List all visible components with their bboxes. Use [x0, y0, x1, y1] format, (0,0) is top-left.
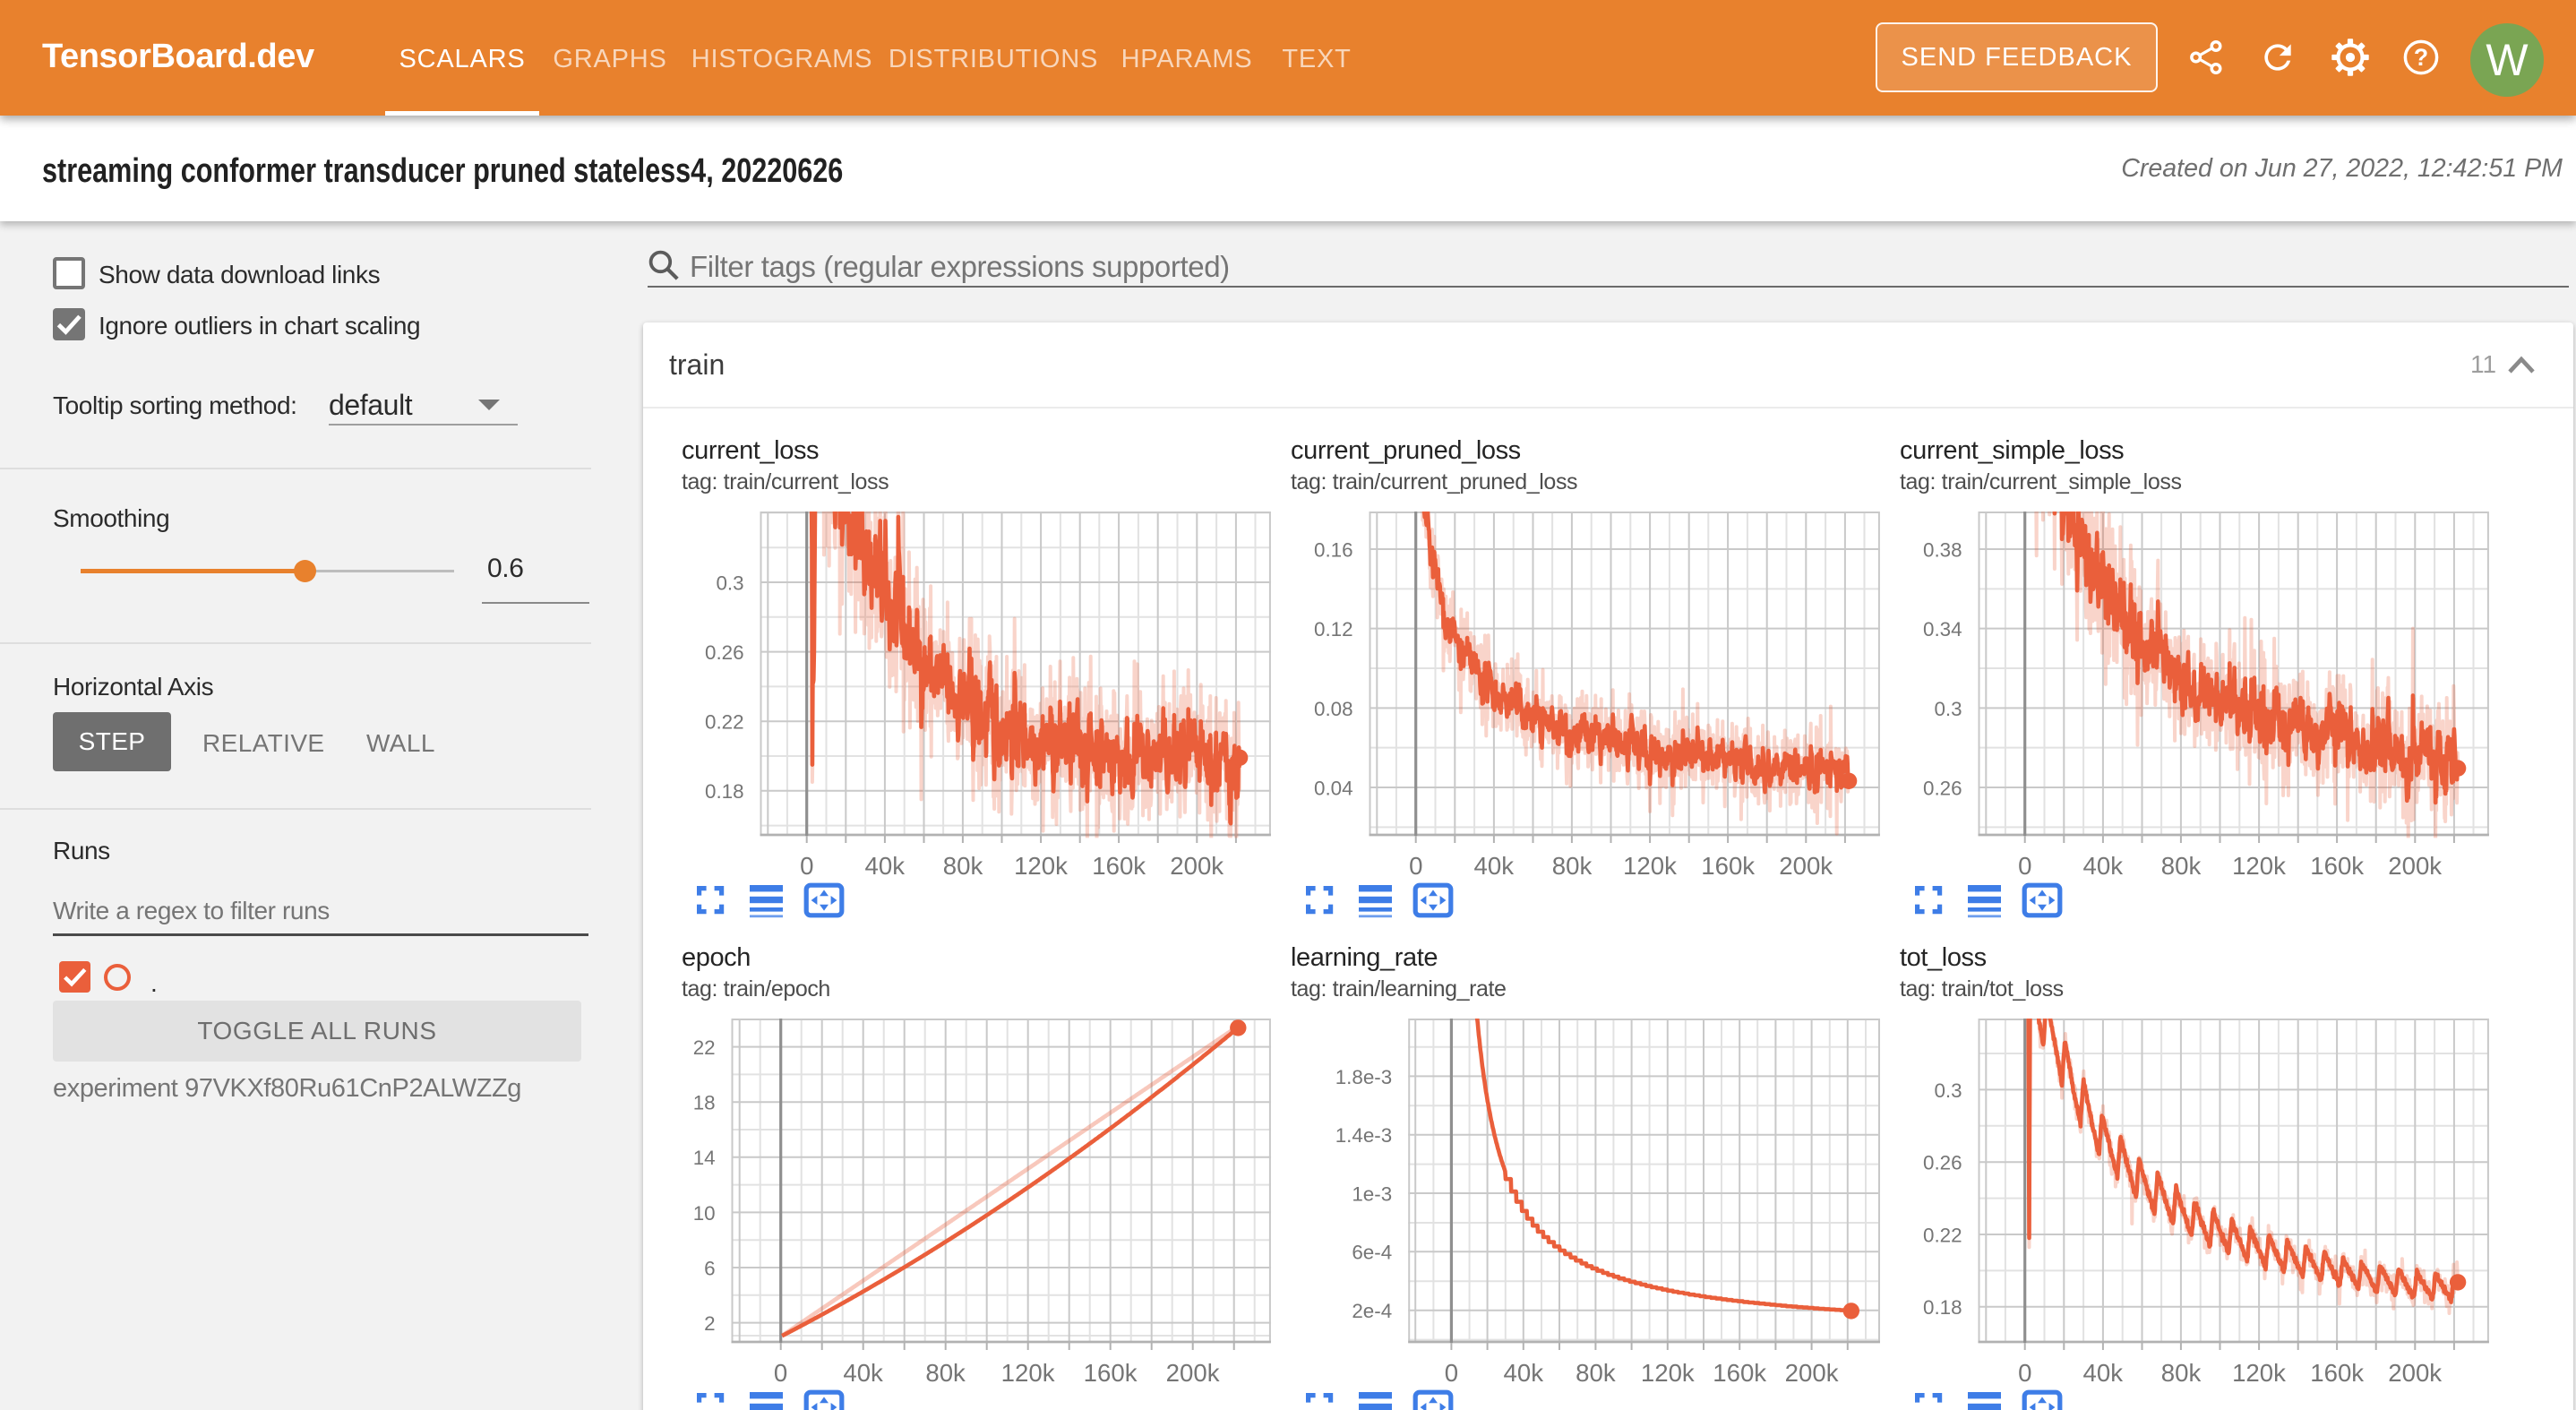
- svg-text:0.3: 0.3: [716, 572, 743, 594]
- svg-text:120k: 120k: [1641, 1359, 1695, 1387]
- svg-text:200k: 200k: [1166, 1359, 1220, 1387]
- svg-text:0.26: 0.26: [705, 641, 744, 664]
- svg-text:0.3: 0.3: [1934, 698, 1962, 720]
- svg-text:40k: 40k: [2083, 852, 2124, 880]
- svg-text:80k: 80k: [1576, 1359, 1616, 1387]
- svg-text:200k: 200k: [2388, 1359, 2442, 1387]
- svg-text:160k: 160k: [2310, 1359, 2364, 1387]
- svg-text:160k: 160k: [2310, 852, 2364, 880]
- svg-text:1e-3: 1e-3: [1352, 1182, 1392, 1205]
- svg-text:6e-4: 6e-4: [1352, 1242, 1392, 1264]
- svg-text:0.34: 0.34: [1923, 618, 1962, 641]
- svg-text:0.12: 0.12: [1314, 618, 1353, 641]
- svg-text:200k: 200k: [2388, 852, 2442, 880]
- svg-text:120k: 120k: [1001, 1359, 1055, 1387]
- svg-text:0: 0: [2018, 852, 2031, 880]
- svg-text:0.26: 0.26: [1923, 1152, 1962, 1174]
- svg-text:0: 0: [774, 1359, 787, 1387]
- svg-text:80k: 80k: [943, 852, 983, 880]
- svg-text:1.8e-3: 1.8e-3: [1335, 1066, 1393, 1088]
- svg-text:80k: 80k: [2161, 852, 2202, 880]
- svg-text:160k: 160k: [1701, 852, 1755, 880]
- svg-text:80k: 80k: [925, 1359, 966, 1387]
- svg-text:?: ?: [2414, 44, 2428, 71]
- svg-text:2e-4: 2e-4: [1352, 1300, 1392, 1322]
- svg-text:120k: 120k: [1623, 852, 1677, 880]
- svg-text:0.18: 0.18: [705, 780, 744, 803]
- svg-text:200k: 200k: [1170, 852, 1224, 880]
- svg-text:0.04: 0.04: [1314, 777, 1353, 799]
- svg-text:0.08: 0.08: [1314, 698, 1353, 720]
- svg-text:120k: 120k: [2232, 852, 2286, 880]
- svg-text:160k: 160k: [1084, 1359, 1138, 1387]
- svg-text:0.16: 0.16: [1314, 538, 1353, 561]
- svg-text:2: 2: [704, 1312, 715, 1335]
- svg-text:22: 22: [693, 1036, 716, 1059]
- svg-text:0: 0: [800, 852, 813, 880]
- svg-text:160k: 160k: [1713, 1359, 1766, 1387]
- svg-text:1.4e-3: 1.4e-3: [1335, 1124, 1393, 1147]
- svg-text:0: 0: [1445, 1359, 1458, 1387]
- svg-text:0.22: 0.22: [705, 711, 744, 734]
- svg-text:200k: 200k: [1779, 852, 1833, 880]
- svg-text:0.3: 0.3: [1934, 1079, 1962, 1102]
- svg-text:40k: 40k: [1504, 1359, 1544, 1387]
- svg-text:18: 18: [693, 1092, 716, 1114]
- svg-text:0: 0: [2018, 1359, 2031, 1387]
- svg-text:40k: 40k: [843, 1359, 883, 1387]
- svg-text:0: 0: [1409, 852, 1422, 880]
- svg-text:80k: 80k: [2161, 1359, 2202, 1387]
- svg-text:40k: 40k: [2083, 1359, 2124, 1387]
- svg-text:10: 10: [693, 1202, 716, 1225]
- svg-text:0.18: 0.18: [1923, 1296, 1962, 1319]
- svg-text:0.22: 0.22: [1923, 1224, 1962, 1246]
- svg-text:40k: 40k: [1474, 852, 1515, 880]
- svg-text:80k: 80k: [1552, 852, 1593, 880]
- svg-text:40k: 40k: [865, 852, 906, 880]
- svg-text:14: 14: [693, 1147, 716, 1169]
- svg-text:120k: 120k: [1014, 852, 1068, 880]
- svg-text:160k: 160k: [1092, 852, 1146, 880]
- svg-text:120k: 120k: [2232, 1359, 2286, 1387]
- svg-text:200k: 200k: [1785, 1359, 1839, 1387]
- svg-text:0.38: 0.38: [1923, 538, 1962, 561]
- svg-text:6: 6: [704, 1257, 715, 1279]
- svg-text:0.26: 0.26: [1923, 777, 1962, 799]
